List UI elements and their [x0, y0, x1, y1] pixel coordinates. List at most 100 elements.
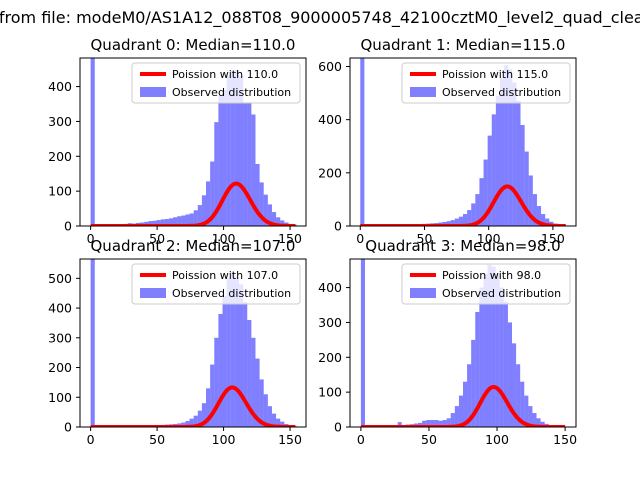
legend-box: [401, 62, 571, 104]
histogram-bar: [255, 358, 260, 427]
histogram-bar: [545, 218, 550, 226]
histogram-bar: [177, 216, 182, 226]
histogram-bar: [214, 122, 219, 226]
y-tick-label: 0: [334, 219, 342, 234]
histogram-bar: [243, 103, 248, 226]
histogram-bar: [487, 264, 492, 427]
histogram-bar: [446, 221, 451, 226]
histogram-bar: [507, 322, 513, 427]
histogram-bar: [267, 406, 272, 427]
histogram-bar: [438, 420, 443, 427]
x-tick-label: 150: [553, 432, 577, 447]
y-tick-label: 100: [48, 184, 72, 199]
histogram-bar: [491, 266, 496, 427]
histogram-bar: [251, 337, 256, 427]
y-tick-label: 0: [64, 219, 72, 234]
y-tick-label: 300: [48, 114, 72, 129]
histogram-bar: [471, 203, 476, 226]
histogram-bar: [541, 214, 546, 226]
histogram-bar: [422, 420, 427, 427]
histogram-bar: [360, 259, 365, 427]
histogram-bar: [247, 102, 252, 226]
histogram-bar: [536, 418, 541, 427]
legend-box: [131, 263, 301, 305]
y-tick-label: 300: [48, 330, 72, 345]
histogram-bar: [90, 58, 95, 226]
histogram-bar: [255, 163, 260, 226]
histogram-bar: [450, 220, 455, 226]
histogram-bar: [512, 82, 517, 226]
histogram-bar: [189, 213, 194, 226]
histogram-bar: [280, 421, 285, 427]
histogram-bar: [218, 95, 223, 226]
histogram-bar: [475, 311, 480, 427]
histogram-bar: [271, 413, 277, 427]
legend: Poission with 107.0 Observed distribution: [131, 263, 301, 305]
histogram-bar: [230, 70, 235, 226]
histogram-bar: [516, 364, 521, 427]
histogram-bar: [271, 212, 277, 226]
histogram-bar: [467, 210, 472, 226]
histogram-bar: [458, 216, 463, 226]
histogram-bar: [528, 175, 533, 226]
histogram-bar: [276, 418, 281, 427]
histogram-bar: [524, 395, 529, 427]
histogram-bar: [259, 379, 264, 427]
histogram-bar: [446, 418, 451, 427]
histogram-bar: [495, 273, 500, 427]
axes-frame: [79, 258, 307, 428]
legend: Poission with 115.0 Observed distribution: [401, 62, 571, 104]
histogram-bar: [426, 420, 431, 427]
y-tick-label: 200: [48, 149, 72, 164]
axes-frame: [349, 258, 577, 428]
histogram-bar: [226, 76, 231, 226]
histogram-bar: [189, 418, 194, 427]
histogram-bar: [495, 95, 500, 226]
legend-label: Observed distribution: [172, 287, 291, 300]
histogram-bar: [360, 58, 365, 226]
histogram-bar: [222, 90, 227, 226]
histogram-bar: [251, 114, 256, 226]
histogram-bar: [185, 421, 190, 427]
y-tick-label: 300: [318, 315, 342, 330]
histogram-bar: [238, 76, 244, 226]
legend-label: Poission with 110.0: [172, 68, 278, 81]
histogram-bar: [218, 314, 223, 427]
histogram-bar: [434, 420, 439, 427]
quadrant-1-panel: Quadrant 1: Median=115.0 0 50 100 150 0 200 400…: [318, 36, 577, 246]
histogram-bar: [516, 101, 521, 226]
histogram-bar: [201, 403, 207, 427]
histogram-bar: [90, 259, 95, 427]
histogram-bar: [479, 287, 484, 427]
histogram-bar: [263, 394, 268, 427]
legend-patch-swatch: [410, 288, 436, 298]
histogram-bar: [181, 215, 186, 226]
histogram-bar: [160, 219, 165, 226]
legend-label: Observed distribution: [442, 287, 561, 300]
y-tick-label: 100: [48, 390, 72, 405]
histogram-bar: [504, 65, 509, 226]
histogram-bar: [520, 124, 525, 226]
histogram-bar: [540, 421, 545, 427]
histogram-bar: [532, 194, 537, 226]
x-tick-label: 150: [541, 231, 565, 246]
quadrant-3-title: Quadrant 3: Median=98.0: [365, 237, 560, 255]
poisson-curve: [360, 385, 566, 427]
quadrant-3-plot-area: [360, 259, 566, 427]
histogram-bar: [148, 221, 153, 226]
histogram-bar: [454, 218, 459, 226]
y-tick-label: 200: [318, 165, 342, 180]
histogram-bar: [226, 278, 231, 427]
histogram-bar: [263, 194, 268, 226]
histogram-bar: [164, 219, 169, 226]
histogram-bar: [487, 135, 492, 226]
figure-suptitle: Data from file: modeM0/AS1A12_088T08_900…: [0, 8, 640, 28]
quadrant-0-panel: Quadrant 0: Median=110.0 0 50 100 150 0 100 200…: [48, 36, 307, 246]
x-tick-label: 0: [357, 432, 365, 447]
quadrant-3-panel: Quadrant 3: Median=98.0 0 50 100 150 0 100 200 3…: [318, 237, 577, 447]
y-tick-label: 200: [318, 350, 342, 365]
histogram-bar: [430, 420, 435, 427]
histogram-bar: [463, 214, 468, 226]
legend-label: Poission with 98.0: [442, 269, 541, 282]
